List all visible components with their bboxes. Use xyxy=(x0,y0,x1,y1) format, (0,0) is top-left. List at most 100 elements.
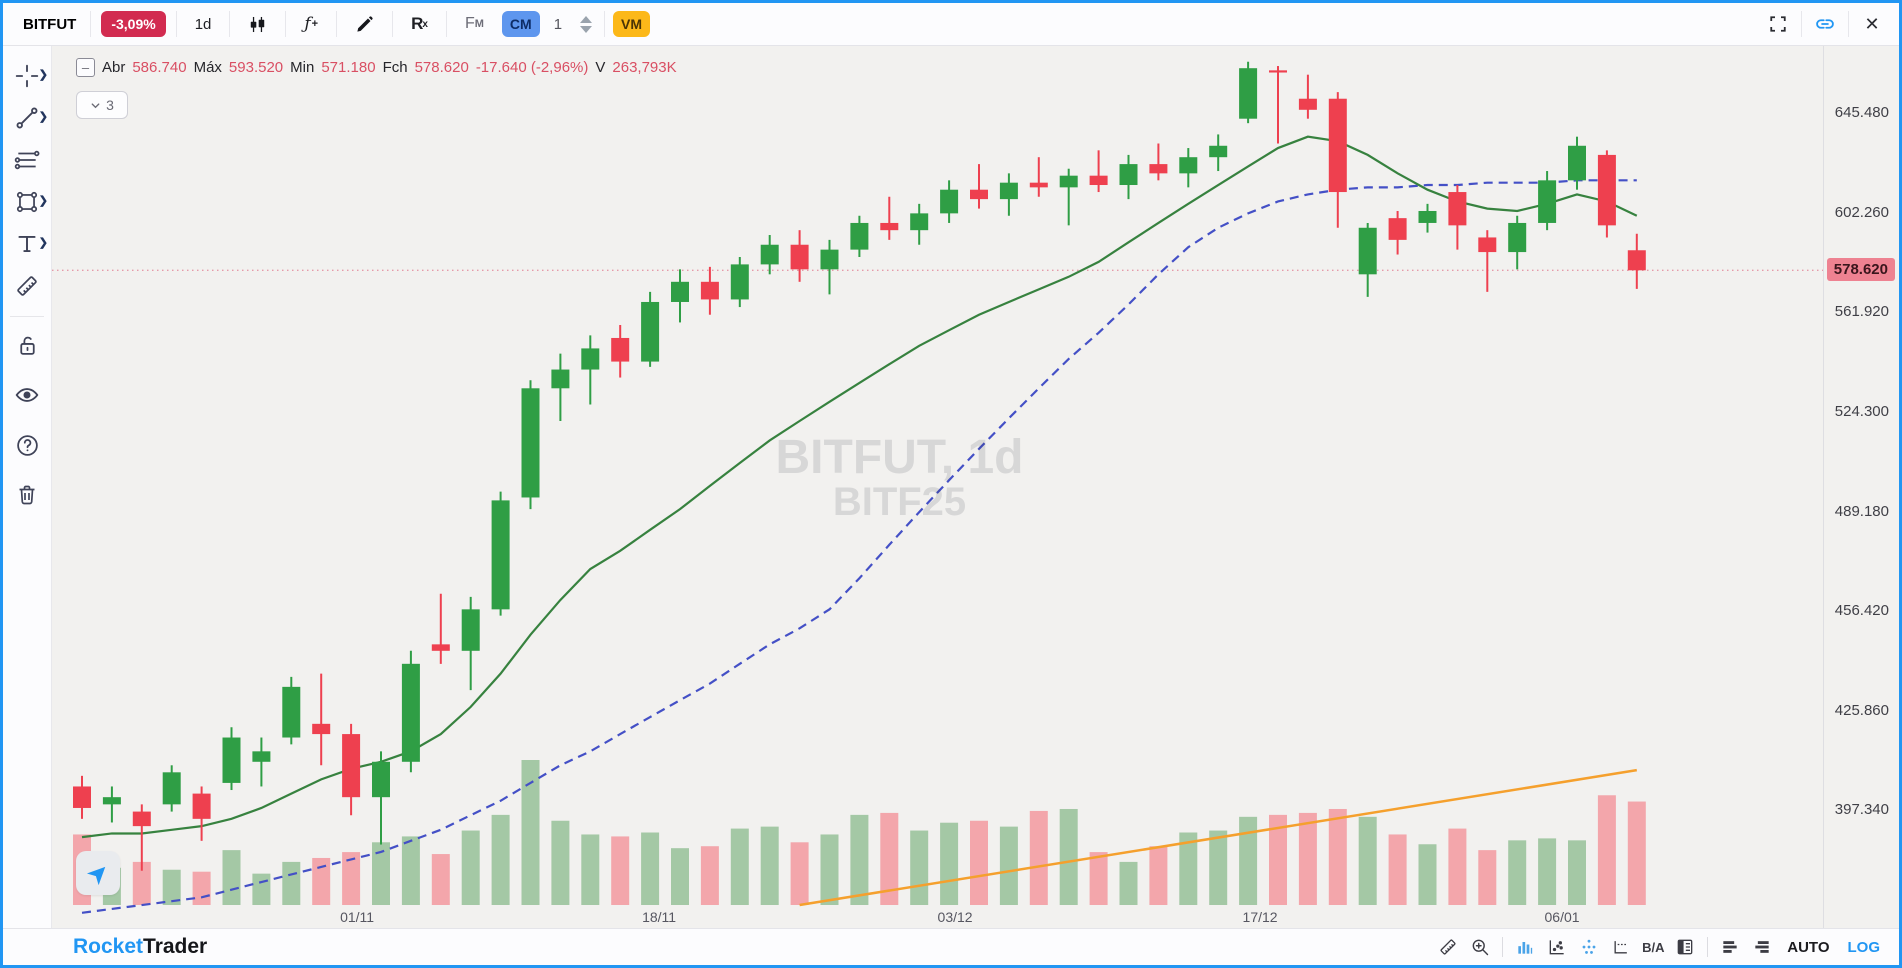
candle-body xyxy=(1418,210,1437,223)
fib-lines-tool[interactable] xyxy=(7,140,47,180)
candle-body xyxy=(581,348,600,370)
indicator-count-button[interactable]: 3 xyxy=(76,91,128,119)
candle-body xyxy=(940,189,959,214)
candle-body xyxy=(461,609,480,651)
chart-style-button[interactable] xyxy=(234,8,281,40)
trash-icon xyxy=(19,485,35,505)
measure-tool[interactable] xyxy=(7,266,47,306)
delete-tool[interactable] xyxy=(7,475,47,515)
visibility-tool[interactable] xyxy=(7,375,47,415)
volume-bar xyxy=(1119,861,1138,905)
align-left-button[interactable] xyxy=(1714,933,1746,961)
indicators-button[interactable]: ƒ + xyxy=(304,14,319,34)
volume-bar xyxy=(491,814,510,905)
volume-bar xyxy=(222,850,241,905)
align-right-button[interactable] xyxy=(1746,933,1778,961)
volume-bar xyxy=(1388,834,1407,905)
brand-logo[interactable]: RocketTrader xyxy=(73,935,208,958)
vm-toggle[interactable]: VM xyxy=(609,8,654,40)
volume-bar xyxy=(521,760,540,905)
candle-body xyxy=(671,281,689,302)
volume-profile-button[interactable] xyxy=(1509,933,1541,961)
lock-tool[interactable] xyxy=(7,325,47,365)
toolbar-divider xyxy=(392,11,394,37)
volume-bar xyxy=(910,830,929,905)
volume-bar xyxy=(1418,844,1437,905)
log-scale-toggle[interactable]: LOG xyxy=(1847,938,1881,956)
candle-body xyxy=(1568,145,1586,181)
main-area: ❯ ❯ ❯ xyxy=(3,46,1899,928)
volume-bar xyxy=(1538,838,1557,905)
price-axis[interactable]: 645.480 602.260 561.920 524.300 489.180 456.4… xyxy=(1823,46,1899,928)
trendline-tool[interactable]: ❯ xyxy=(7,98,48,138)
candle-body xyxy=(1059,175,1078,188)
volume-bar xyxy=(880,812,899,905)
stepper-down-icon[interactable] xyxy=(580,25,593,33)
dots-view-button[interactable] xyxy=(1573,933,1605,961)
cm-toggle[interactable]: CM xyxy=(498,8,544,40)
auto-scale-toggle[interactable]: AUTO xyxy=(1787,938,1830,956)
last-price-badge: 578.620 xyxy=(1826,258,1895,282)
zoom-in-button[interactable] xyxy=(1464,933,1496,961)
candle-body xyxy=(999,182,1018,200)
symbol-button[interactable]: BITFUT xyxy=(23,15,77,33)
chevron-right-icon: ❯ xyxy=(38,237,48,249)
interval-button[interactable]: 1d xyxy=(194,15,212,33)
axis-scale-button[interactable] xyxy=(1605,933,1637,961)
volume-bar xyxy=(671,848,689,905)
chevron-right-icon: ❯ xyxy=(38,111,48,123)
candle-body xyxy=(342,734,361,798)
legend-collapse-button[interactable]: – xyxy=(76,58,95,77)
close-icon: ✕ xyxy=(1864,13,1880,34)
chart-pane[interactable]: – Abr 586.740 Máx 593.520 Min 571.180 Fch 57… xyxy=(52,46,1823,928)
quantity-stepper[interactable] xyxy=(580,15,593,33)
fullscreen-button[interactable] xyxy=(1759,8,1797,40)
scatter-view-button[interactable] xyxy=(1541,933,1573,961)
order-book-icon xyxy=(1677,939,1693,955)
volume-bar xyxy=(700,846,719,905)
volume-bar xyxy=(461,830,480,905)
volume-bar xyxy=(1448,828,1467,905)
order-book-button[interactable] xyxy=(1669,933,1701,961)
draw-button[interactable] xyxy=(341,8,388,40)
volume-bar xyxy=(252,873,271,905)
volume-bar xyxy=(1478,850,1497,905)
crosshair-tool[interactable]: ❯ xyxy=(7,56,48,96)
link-button[interactable] xyxy=(1806,8,1844,40)
volume-ma-line xyxy=(799,768,1637,907)
bar-chart-icon xyxy=(1518,942,1533,954)
candle-body xyxy=(1269,70,1287,73)
volume-bar xyxy=(551,820,570,905)
shapes-tool[interactable]: ❯ xyxy=(7,182,48,222)
crosshair-icon xyxy=(15,64,39,88)
go-to-realtime-button[interactable]: ➤ xyxy=(76,851,120,895)
volume-bar xyxy=(611,836,630,905)
price-chart[interactable]: 01/11 18/11 03/12 17/12 06/01 xyxy=(52,46,1823,928)
candle-body xyxy=(790,244,809,270)
candle-body xyxy=(102,797,121,805)
chevron-right-icon: ❯ xyxy=(38,69,48,81)
volume-bar xyxy=(1358,816,1377,905)
quantity-value[interactable]: 1 xyxy=(553,15,563,33)
candle-body xyxy=(880,222,899,231)
price-tick-label: 425.860 xyxy=(1834,701,1889,719)
candle-body xyxy=(132,811,151,827)
volume-bar xyxy=(1089,852,1108,905)
candle-body xyxy=(641,301,660,362)
bid-ask-button[interactable]: B/A xyxy=(1642,939,1665,955)
help-tool[interactable] xyxy=(7,425,47,465)
price-tick-label: 524.300 xyxy=(1834,402,1889,420)
text-tool[interactable]: ❯ xyxy=(7,224,48,264)
toolbar-divider xyxy=(604,11,606,37)
candle-body xyxy=(730,264,749,300)
trendline-icon xyxy=(16,107,38,129)
bottombar-divider xyxy=(1707,937,1709,957)
close-button[interactable]: ✕ xyxy=(1853,8,1891,40)
price-tick-label: 645.480 xyxy=(1834,104,1889,122)
measure-button[interactable] xyxy=(1432,933,1464,961)
date-tick-label: 03/12 xyxy=(938,909,973,925)
stepper-up-icon[interactable] xyxy=(580,15,593,23)
